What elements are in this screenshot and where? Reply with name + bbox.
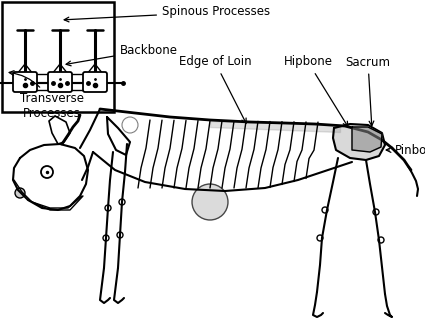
Text: Backbone: Backbone [66,44,178,66]
Circle shape [373,209,379,215]
FancyBboxPatch shape [2,2,114,112]
Circle shape [117,232,123,238]
Circle shape [192,184,228,220]
Polygon shape [352,127,382,152]
Text: Spinous Processes: Spinous Processes [64,5,270,22]
Text: Sacrum: Sacrum [346,55,391,126]
FancyBboxPatch shape [83,72,107,92]
Circle shape [103,235,109,241]
Circle shape [105,205,111,211]
Circle shape [378,237,384,243]
FancyBboxPatch shape [13,72,37,92]
Circle shape [322,207,328,213]
Circle shape [317,235,323,241]
Circle shape [41,166,53,178]
Circle shape [122,117,138,133]
Text: Pinbone: Pinbone [386,143,425,156]
Polygon shape [333,124,385,160]
Text: Hipbone: Hipbone [283,55,348,126]
Circle shape [15,188,25,198]
Text: Transverse
Processes: Transverse Processes [9,71,84,120]
Text: Edge of Loin: Edge of Loin [178,55,251,123]
Circle shape [119,199,125,205]
FancyBboxPatch shape [48,72,72,92]
